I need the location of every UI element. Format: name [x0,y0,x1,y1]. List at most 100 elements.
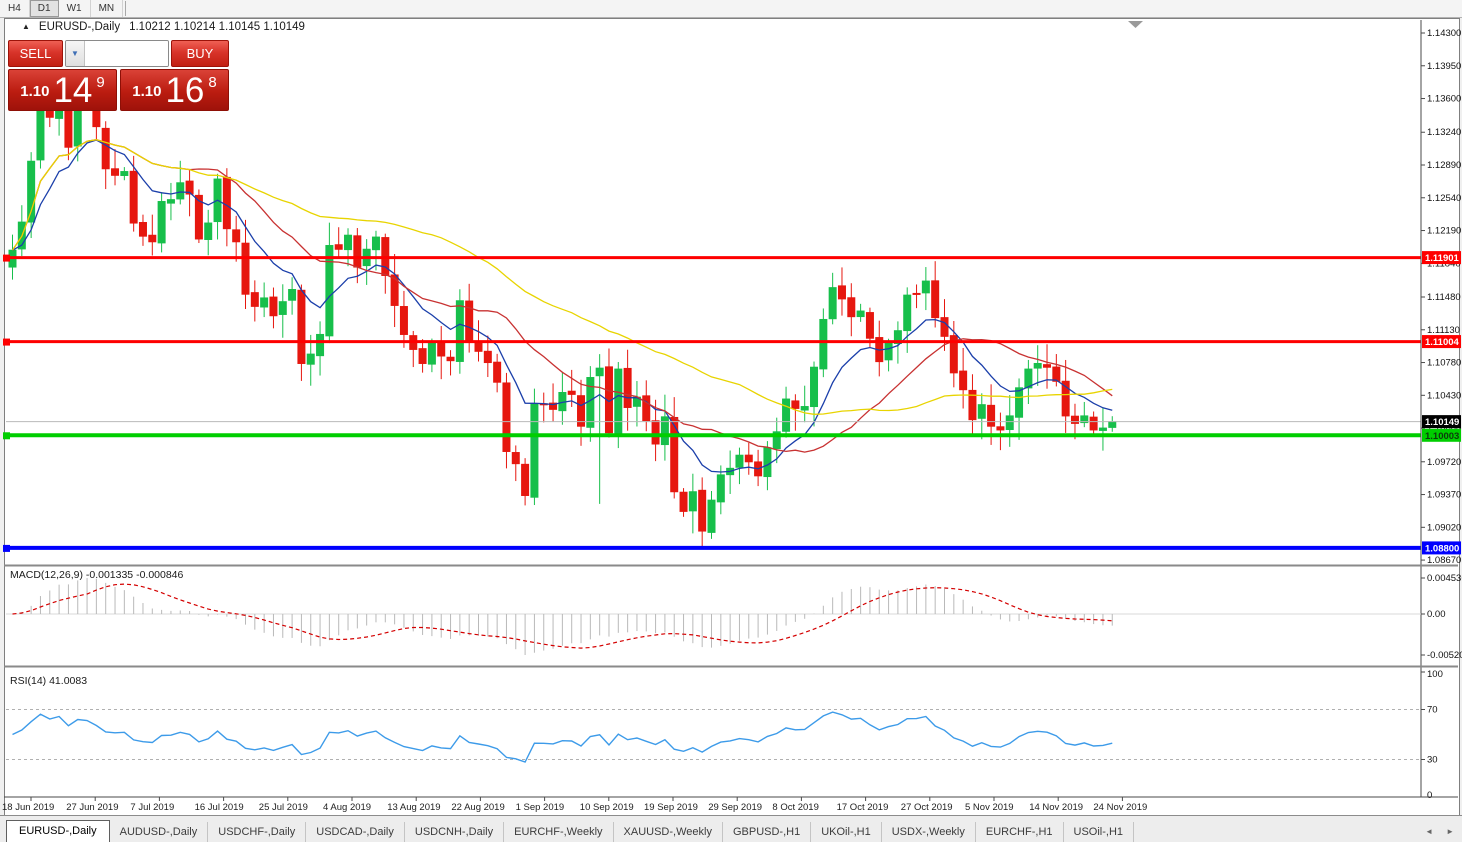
down-arrow-icon: ▼ [71,49,79,58]
sell-price-box[interactable]: 1.10 14 9 [8,69,117,111]
buy-price-box[interactable]: 1.10 16 8 [120,69,229,111]
tab-scroll-controls: ◄ ► [1425,827,1462,842]
svg-text:1.09370: 1.09370 [1427,490,1461,501]
svg-text:14 Nov 2019: 14 Nov 2019 [1029,802,1083,813]
timeframe-button-mn[interactable]: MN [91,0,124,17]
timeframe-button-w1[interactable]: W1 [59,0,91,17]
svg-text:24 Nov 2019: 24 Nov 2019 [1093,802,1147,813]
svg-text:-0.005205: -0.005205 [1427,650,1462,661]
svg-text:27 Oct 2019: 27 Oct 2019 [901,802,953,813]
price-axis: 1.14300 1.13950 1.13600 1.13240 1.12890 1.125… [1421,28,1461,566]
sell-button[interactable]: SELL [8,40,63,67]
macd-indicator-label: MACD(12,26,9) -0.001335 -0.000846 [10,569,184,581]
price-chart[interactable]: 1.14300 1.13950 1.13600 1.13240 1.12890 1.125… [0,0,1462,815]
svg-text:16 Jul 2019: 16 Jul 2019 [195,802,244,813]
one-click-trading-panel: SELL ▼ ▲ BUY 1.10 14 9 1.10 16 8 [8,40,229,111]
chart-tab-xauusd--weekly[interactable]: XAUUSD-,Weekly [614,822,723,842]
svg-text:1.12890: 1.12890 [1427,160,1461,171]
chart-tab-eurchf--weekly[interactable]: EURCHF-,Weekly [504,822,614,842]
svg-text:1 Sep 2019: 1 Sep 2019 [516,802,565,813]
svg-text:1.10430: 1.10430 [1427,390,1461,401]
svg-text:8 Oct 2019: 8 Oct 2019 [772,802,818,813]
price-level-badge: 1.10003 [1422,428,1461,442]
buy-price-pip: 8 [208,74,217,91]
volume-decrease-button[interactable]: ▼ [66,41,85,66]
volume-input[interactable] [85,41,168,66]
price-level-badge: 1.11004 [1422,335,1461,349]
chart-tab-gbpusd--h1[interactable]: GBPUSD-,H1 [723,822,812,842]
svg-text:70: 70 [1427,705,1438,716]
tab-scroll-left-icon[interactable]: ◄ [1425,827,1434,836]
rsi-line [12,711,1113,763]
svg-text:13 Aug 2019: 13 Aug 2019 [387,802,440,813]
chart-window [4,18,1460,816]
svg-text:1.10080: 1.10080 [1427,423,1461,434]
candles-series [8,71,1117,549]
timeframe-button-d1[interactable]: D1 [29,0,59,17]
buy-button[interactable]: BUY [171,40,229,67]
price-level-badge: 1.10149 [1422,415,1461,429]
shift-end-marker-icon [1128,21,1143,28]
macd-signal-line [12,583,1113,649]
svg-text:1.13600: 1.13600 [1427,94,1461,105]
svg-text:1.10003: 1.10003 [1425,431,1459,442]
sell-price-big: 14 [53,70,93,110]
svg-text:1.13240: 1.13240 [1427,127,1461,138]
collapse-icon[interactable]: ▲ [22,22,30,31]
svg-text:0.004536: 0.004536 [1427,573,1462,584]
svg-text:18 Jun 2019: 18 Jun 2019 [2,802,54,813]
chart-tab-eurchf--h1[interactable]: EURCHF-,H1 [976,822,1064,842]
svg-text:1.10149: 1.10149 [1425,417,1459,428]
chart-tab-usdcad--daily[interactable]: USDCAD-,Daily [306,822,405,842]
buy-price-big: 16 [165,70,205,110]
chart-tab-usdx--weekly[interactable]: USDX-,Weekly [882,822,976,842]
svg-text:27 Jun 2019: 27 Jun 2019 [66,802,118,813]
sell-price-pip: 9 [96,74,105,91]
svg-text:1.10780: 1.10780 [1427,358,1461,369]
chart-symbol-header: ▲ EURUSD-,Daily 1.10212 1.10214 1.10145 … [22,21,305,33]
chart-tab-usoil--h1[interactable]: USOil-,H1 [1064,822,1135,842]
svg-text:1.11130: 1.11130 [1427,325,1460,336]
svg-text:30: 30 [1427,755,1438,766]
macd-histogram [21,578,1113,655]
svg-text:25 Jul 2019: 25 Jul 2019 [259,802,308,813]
svg-text:1.13950: 1.13950 [1427,61,1461,72]
svg-text:0: 0 [1427,790,1432,801]
svg-text:17 Oct 2019: 17 Oct 2019 [837,802,889,813]
chart-tab-usdcnh--daily[interactable]: USDCNH-,Daily [405,822,505,842]
svg-text:1.12540: 1.12540 [1427,193,1461,204]
timeframe-button-h4[interactable]: H4 [0,0,30,17]
tab-scroll-right-icon[interactable]: ► [1446,827,1454,836]
price-level-badge: 1.11901 [1422,251,1461,264]
svg-text:1.09720: 1.09720 [1427,457,1461,468]
chart-tab-ukoil--h1[interactable]: UKOil-,H1 [811,822,882,842]
svg-text:10 Sep 2019: 10 Sep 2019 [580,802,634,813]
svg-text:22 Aug 2019: 22 Aug 2019 [451,802,504,813]
svg-text:1.11901: 1.11901 [1425,253,1460,264]
svg-text:1.12190: 1.12190 [1427,226,1461,237]
symbol-title: EURUSD-,Daily [38,21,121,33]
chart-tab-audusd--daily[interactable]: AUDUSD-,Daily [110,822,209,842]
svg-text:5 Nov 2019: 5 Nov 2019 [965,802,1014,813]
chart-tab-eurusd--daily[interactable]: EURUSD-,Daily [6,820,110,842]
svg-text:1.08670: 1.08670 [1427,555,1461,566]
svg-text:29 Sep 2019: 29 Sep 2019 [708,802,762,813]
svg-text:4 Aug 2019: 4 Aug 2019 [323,802,371,813]
svg-text:7 Jul 2019: 7 Jul 2019 [130,802,174,813]
ohlc-quotes: 1.10212 1.10214 1.10145 1.10149 [129,21,305,33]
svg-text:1.08800: 1.08800 [1425,543,1459,554]
date-axis: 18 Jun 2019 27 Jun 2019 7 Jul 2019 16 Jul 2… [2,797,1147,813]
toolbar-divider [125,1,127,16]
svg-text:1.11480: 1.11480 [1427,292,1461,303]
svg-text:1.11004: 1.11004 [1425,337,1460,348]
volume-spinner: ▼ ▲ [65,40,169,67]
sell-price-prefix: 1.10 [20,83,50,100]
svg-text:100: 100 [1427,669,1443,680]
svg-text:1.09020: 1.09020 [1427,522,1461,533]
timeframe-toolbar: H4 D1 W1 MN [0,0,1462,18]
chart-tab-bar: EURUSD-,Daily AUDUSD-,Daily USDCHF-,Daily U… [0,815,1462,842]
chart-tab-usdchf--daily[interactable]: USDCHF-,Daily [208,822,307,842]
price-level-badge: 1.08800 [1422,541,1461,555]
moving-average-lines [11,139,1113,473]
